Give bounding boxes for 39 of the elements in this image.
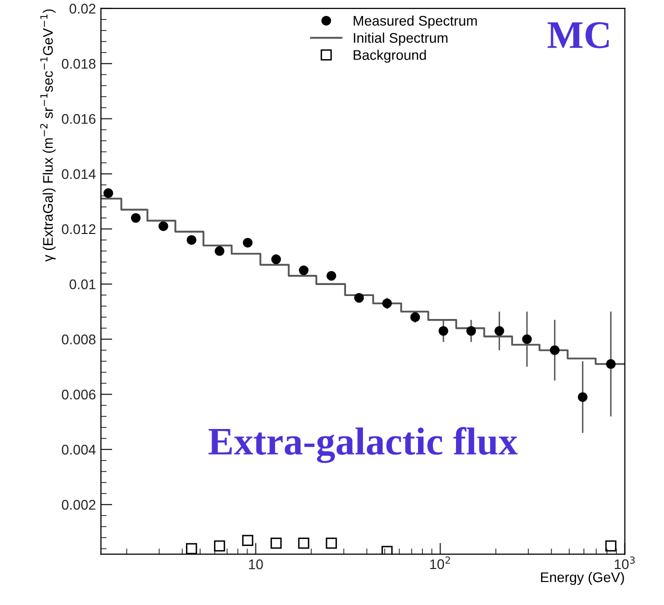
point bbox=[186, 235, 196, 245]
annotation: Extra-galactic flux bbox=[208, 427, 518, 464]
point bbox=[326, 270, 336, 281]
point bbox=[354, 293, 364, 303]
legend-label: Initial Spectrum bbox=[354, 32, 448, 46]
point bbox=[522, 334, 532, 344]
point bbox=[382, 298, 392, 308]
legend-label: Measured Spectrum bbox=[354, 16, 477, 28]
point bbox=[214, 246, 224, 256]
y-tick-label: 0.006 bbox=[62, 390, 96, 400]
y-tick-label: 0.02 bbox=[70, 4, 96, 14]
point bbox=[494, 326, 504, 336]
y-tick-label: 0.012 bbox=[62, 224, 96, 234]
point bbox=[466, 326, 476, 336]
y-tick-label: 0.008 bbox=[62, 334, 96, 344]
point bbox=[130, 213, 141, 223]
x-tick-label: 10$^{2}$ bbox=[430, 556, 450, 570]
text: γ (ExtraGal) Flux (m$^{−2}$ sr$^{−1}$sec$^{−1}$GeV$^{−1}$) bbox=[40, 9, 56, 262]
y-tick-label: 0.004 bbox=[62, 444, 96, 455]
y-tick-label: 0.014 bbox=[62, 169, 96, 180]
point bbox=[578, 392, 588, 402]
point bbox=[606, 359, 616, 369]
y-tick-label: 0.01 bbox=[70, 279, 96, 290]
point bbox=[158, 221, 168, 232]
point bbox=[438, 326, 448, 336]
x-axis-title: Energy (GeV) bbox=[541, 572, 624, 585]
point bbox=[550, 345, 560, 356]
annotation: MC bbox=[548, 22, 609, 48]
y-tick-label: 0.002 bbox=[62, 500, 96, 510]
point bbox=[242, 238, 253, 248]
x-tick-label: 10 bbox=[249, 559, 263, 570]
point bbox=[271, 254, 281, 264]
point bbox=[103, 188, 114, 198]
legend-label: Background bbox=[354, 50, 426, 63]
point bbox=[298, 265, 309, 276]
y-tick-label: 0.016 bbox=[62, 114, 96, 124]
y-tick-label: 0.018 bbox=[62, 58, 96, 69]
x-tick-label: 10$^{3}$ bbox=[614, 556, 635, 570]
point bbox=[410, 312, 420, 322]
